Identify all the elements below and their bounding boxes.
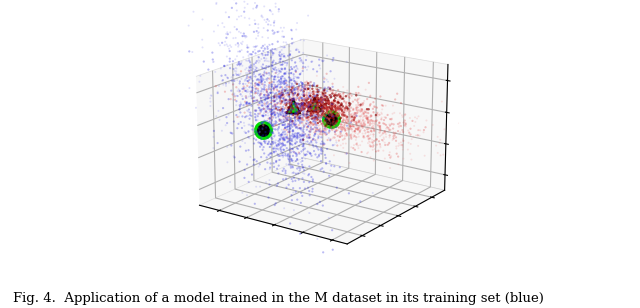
Text: Fig. 4.  Application of a model trained in the M dataset in its training set (bl: Fig. 4. Application of a model trained i… <box>13 292 543 305</box>
